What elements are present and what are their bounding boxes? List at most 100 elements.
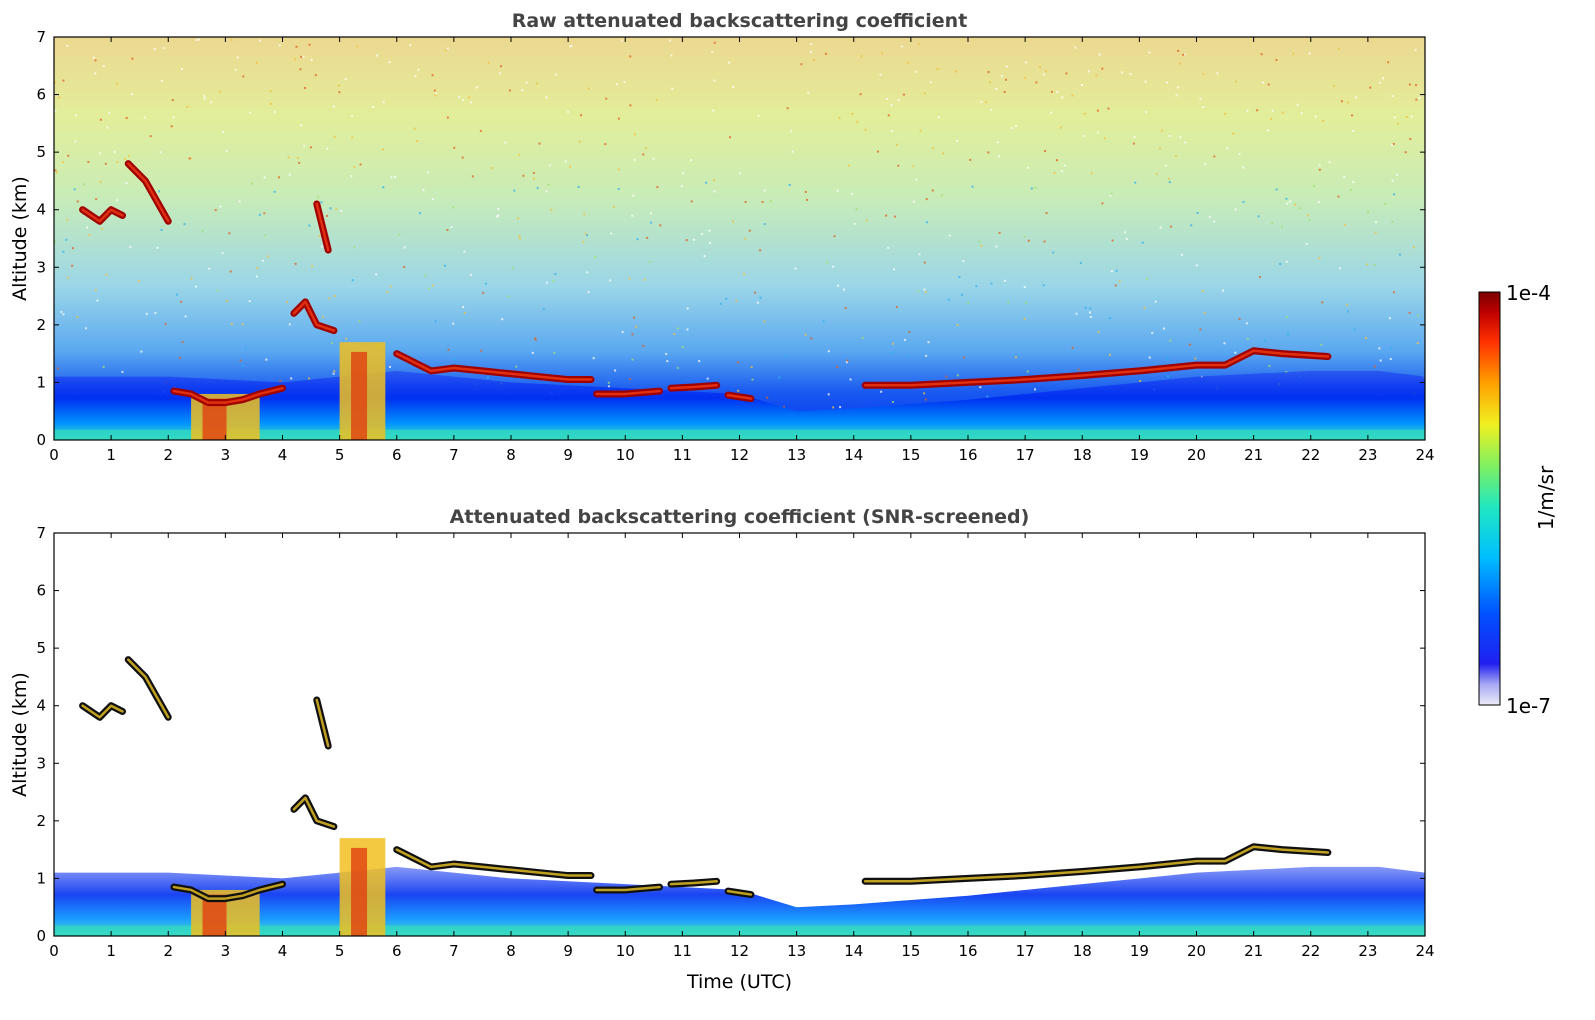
cloud-layer-edge (726, 393, 753, 400)
x-tick-label: 14 (844, 942, 863, 960)
x-tick-label: 17 (1016, 446, 1035, 464)
x-tick-label: 12 (730, 942, 749, 960)
y-tick-label: 2 (36, 812, 46, 830)
y-tick-label: 0 (36, 927, 46, 945)
x-tick-label: 10 (616, 942, 635, 960)
colorbar-min-label: 1e-7 (1506, 694, 1551, 718)
x-tick-label: 8 (506, 942, 516, 960)
x-tick-label: 15 (901, 446, 920, 464)
panel-raw-title: Raw attenuated backscattering coefficien… (512, 10, 968, 32)
x-tick-label: 21 (1244, 446, 1263, 464)
x-tick-label: 4 (278, 446, 288, 464)
surface-layer (54, 429, 1425, 440)
surface-layer (54, 925, 1425, 936)
panel-raw-axes: 0 1 2 3 4 5 6 7 8 9 10 11 12 13 14 15 16 17 18 19 20 21 22 23 24… (36, 28, 1434, 464)
y-tick-label: 2 (36, 316, 46, 334)
cloud-layer-edge (395, 352, 593, 381)
x-tick-label: 17 (1016, 942, 1035, 960)
cloud-layer-edge (595, 389, 661, 396)
colorbar-unit-label: 1/m/sr (1534, 465, 1558, 530)
colorbar-max-label: 1e-4 (1506, 281, 1551, 305)
y-tick-label: 6 (36, 86, 46, 104)
x-tick-label: 8 (506, 446, 516, 464)
x-tick-label: 24 (1415, 446, 1434, 464)
panel-screened-axes: 0 1 2 3 4 5 6 7 8 9 10 11 12 13 14 15 16 17 18 19 20 21 22 23 24… (36, 524, 1434, 960)
x-tick-label: 11 (673, 942, 692, 960)
x-tick-label: 20 (1187, 942, 1206, 960)
y-tick-label: 3 (36, 258, 46, 276)
y-tick-label: 6 (36, 582, 46, 600)
y-tick-label: 7 (36, 28, 46, 46)
y-tick-label: 1 (36, 869, 46, 887)
cloud-layer-edge (81, 208, 124, 223)
panel-raw: Raw attenuated backscattering coefficien… (9, 10, 1435, 464)
y-tick-label: 5 (36, 639, 46, 657)
panel-raw-ylabel: Altitude (km) (9, 176, 31, 301)
x-tick-label: 23 (1358, 942, 1377, 960)
x-tick-label: 5 (335, 446, 345, 464)
convective-plume-core (202, 398, 227, 440)
cloud-layer-edge (315, 202, 330, 252)
cloud-layer-edge (127, 162, 170, 223)
x-tick-label: 1 (106, 942, 116, 960)
x-tick-label: 10 (616, 446, 635, 464)
cloud-layer-edge (172, 882, 284, 900)
cloud-layer-edge (863, 349, 1330, 387)
x-tick-label: 13 (787, 446, 806, 464)
signal-background (54, 37, 1425, 440)
x-tick-label: 9 (563, 446, 573, 464)
y-tick-label: 1 (36, 373, 46, 391)
cloud-layer-edge (595, 885, 661, 892)
x-tick-label: 3 (221, 942, 231, 960)
cloud-layer-edge (172, 386, 284, 404)
panel-screened: Attenuated backscattering coefficient (S… (9, 506, 1435, 993)
x-tick-label: 18 (1073, 446, 1092, 464)
boundary-layer-band (54, 370, 1425, 440)
x-tick-label: 23 (1358, 446, 1377, 464)
x-tick-label: 7 (449, 942, 459, 960)
x-tick-label: 16 (958, 446, 977, 464)
signal-background (54, 533, 1425, 936)
cloud-layer-edge (395, 848, 593, 877)
x-tick-label: 9 (563, 942, 573, 960)
x-tick-label: 2 (163, 942, 173, 960)
x-tick-label: 4 (278, 942, 288, 960)
panel-screened-xlabel: Time (UTC) (686, 971, 792, 993)
colorbar: 1e-4 1e-7 1/m/sr (1478, 281, 1558, 718)
x-tick-label: 0 (49, 446, 59, 464)
x-tick-label: 22 (1301, 942, 1320, 960)
x-tick-label: 15 (901, 942, 920, 960)
boundary-layer-band (54, 866, 1425, 936)
cloud-layer-edge (863, 845, 1330, 883)
x-tick-label: 5 (335, 942, 345, 960)
x-tick-label: 6 (392, 446, 402, 464)
x-tick-label: 22 (1301, 446, 1320, 464)
x-tick-label: 14 (844, 446, 863, 464)
cloud-layer-edge (81, 704, 124, 719)
x-tick-label: 6 (392, 942, 402, 960)
panel-screened-plot-area (54, 533, 1425, 936)
panel-raw-plot-area (54, 37, 1425, 440)
y-tick-label: 4 (36, 697, 46, 715)
x-tick-label: 1 (106, 446, 116, 464)
x-tick-label: 12 (730, 446, 749, 464)
y-tick-label: 4 (36, 201, 46, 219)
x-tick-label: 11 (673, 446, 692, 464)
cloud-layer-edge (669, 880, 718, 886)
cloud-layer-edge (292, 300, 336, 332)
y-tick-label: 3 (36, 754, 46, 772)
cloud-layer-edge (292, 796, 336, 828)
x-tick-label: 20 (1187, 446, 1206, 464)
convective-plume-core (202, 894, 227, 936)
x-tick-label: 24 (1415, 942, 1434, 960)
x-tick-label: 21 (1244, 942, 1263, 960)
panel-screened-title: Attenuated backscattering coefficient (S… (450, 506, 1030, 528)
x-tick-label: 3 (221, 446, 231, 464)
cloud-layer-edge (726, 889, 753, 896)
x-tick-label: 19 (1130, 446, 1149, 464)
convective-plume-core (351, 847, 368, 936)
panel-screened-ylabel: Altitude (km) (9, 672, 31, 797)
colorbar-gradient (1478, 291, 1501, 706)
x-tick-label: 2 (163, 446, 173, 464)
